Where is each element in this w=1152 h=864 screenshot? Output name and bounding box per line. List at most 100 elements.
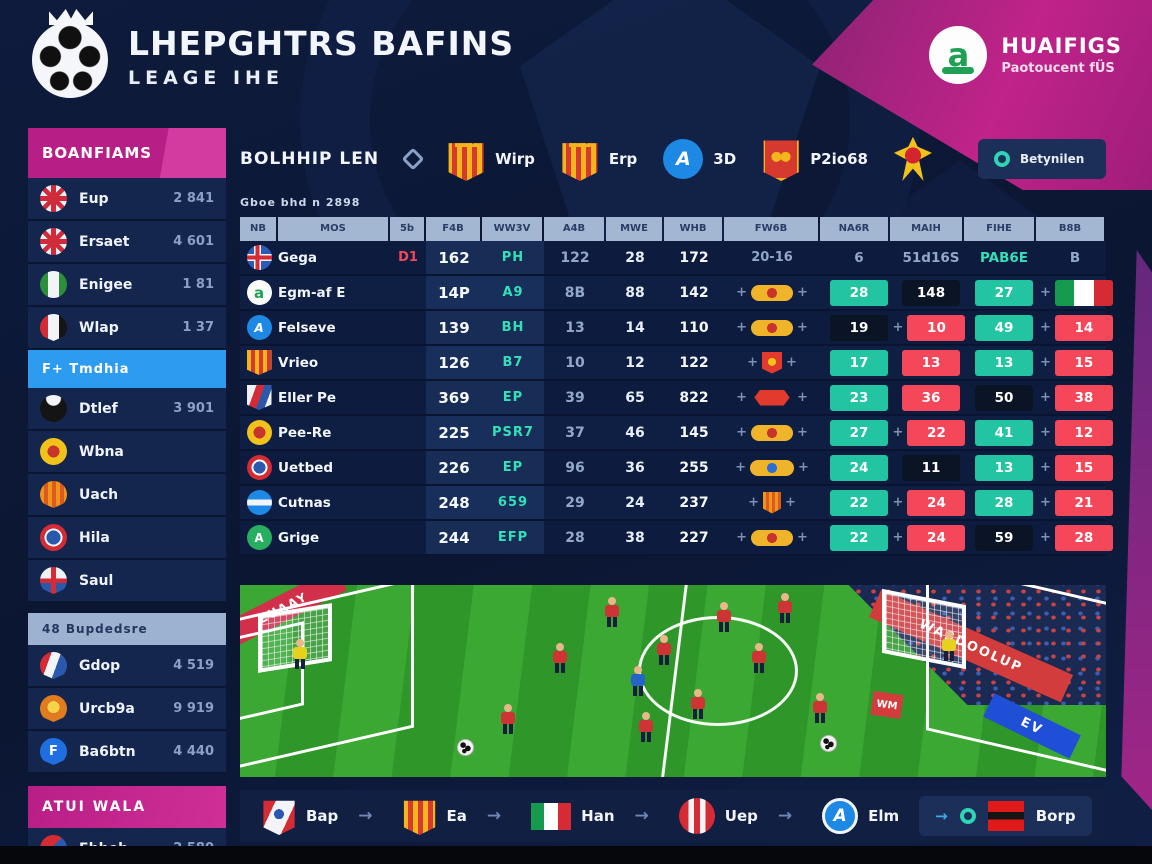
sidebar-item-selected[interactable]: F+ Tmdhia <box>28 350 226 388</box>
topbar-team-filter[interactable]: A 3D <box>663 139 736 179</box>
sidebar-item[interactable]: Saul <box>28 560 226 603</box>
row-points-cell: 369 <box>426 381 482 414</box>
sidebar-item-label: Dtlef <box>79 400 118 417</box>
table-header-cell[interactable]: 5b <box>390 217 424 241</box>
diamond-icon[interactable] <box>401 147 425 171</box>
topbar-team-filter[interactable]: Erp <box>561 137 637 181</box>
bottombar-team[interactable]: Uep <box>678 798 758 834</box>
settings-button-label: Betynilen <box>1020 152 1085 166</box>
points-value: 369 <box>438 388 470 407</box>
bottombar-team[interactable]: Ea <box>403 797 467 835</box>
team-name: Grige <box>278 529 320 546</box>
award-icon <box>763 491 781 514</box>
sidebar-item[interactable]: Dtlef 3 901 <box>28 388 226 431</box>
player-legs <box>502 724 513 735</box>
table-header-cell[interactable]: MOS <box>278 217 388 241</box>
row-box4-cell: + 12 <box>1036 416 1113 449</box>
row-box3-cell: 50 <box>964 381 1036 414</box>
sidebar-item-label: Hila <box>79 529 110 546</box>
table-row[interactable]: A Grige 244 EFP 28 <box>240 521 1113 556</box>
table-header-cell[interactable]: WW3V <box>482 217 542 241</box>
sidebar-item[interactable]: Hila <box>28 517 226 560</box>
bottombar-team[interactable]: → <box>778 797 802 835</box>
row-points-cell: 226 <box>426 451 482 484</box>
sidebar-item-count: 4 519 <box>173 658 214 673</box>
stat-box: 13 <box>975 454 1033 481</box>
next-match-button[interactable]: → Borp <box>919 796 1092 836</box>
sidebar-item[interactable]: Uach <box>28 474 226 517</box>
sidebar-item-label: Wbna <box>79 443 124 460</box>
sidebar-item-label: Urcb9a <box>79 700 135 717</box>
topbar-team-filter[interactable]: Wirp <box>447 137 535 181</box>
bottombar-team-label: Uep <box>724 807 758 825</box>
table-header-cell[interactable]: FW6B <box>724 217 818 241</box>
bottombar-team[interactable]: → <box>487 797 511 835</box>
bottombar-team[interactable]: → <box>358 797 382 835</box>
stat1-value: 13 <box>565 319 585 336</box>
player-head <box>815 692 824 701</box>
row-name-cell: Vrieo <box>278 346 390 379</box>
bottombar-team[interactable]: A Elm <box>822 798 899 834</box>
sidebar-item[interactable]: Ersaet 4 601 <box>28 221 226 264</box>
topbar-team-filter[interactable]: P2io68 <box>762 137 868 181</box>
sidebar-item[interactable]: Enigee 1 81 <box>28 264 226 307</box>
table-row[interactable]: A Felseve 139 BH 13 <box>240 311 1113 346</box>
sidebar-item-label: Wlap <box>79 319 119 336</box>
table-row[interactable]: Gega D1 162 PH 122 28 <box>240 241 1106 276</box>
settings-button[interactable]: Betynilen <box>978 139 1106 179</box>
table-header-cell[interactable]: MAIH <box>890 217 962 241</box>
row-badge-cell <box>240 486 278 519</box>
table-header-cell[interactable]: A4B <box>544 217 604 241</box>
row-box3-cell: 49 <box>964 311 1036 344</box>
row-box1-cell: 28 <box>820 276 890 309</box>
points-value: 225 <box>438 423 470 442</box>
topbar-team-filter[interactable] <box>893 137 942 181</box>
table-header-cell[interactable]: NA6R <box>820 217 888 241</box>
points-value: 162 <box>438 248 470 267</box>
table-row[interactable]: a Egm-af E 14P A9 8B <box>240 276 1113 311</box>
table-header-cell[interactable]: MWE <box>606 217 662 241</box>
sidebar-item[interactable]: F Ba6btn 4 440 <box>28 731 226 774</box>
table-header-cell[interactable]: WHB <box>664 217 722 241</box>
bottombar-team[interactable]: Bap <box>262 797 338 835</box>
player-legs <box>641 731 652 742</box>
row-stat2-cell: 38 <box>606 521 664 554</box>
page-subtitle: LEAGE IHE <box>128 67 284 89</box>
bottombar-team[interactable]: → <box>635 797 659 835</box>
form-code: B7 <box>502 355 524 370</box>
stat-box: 38 <box>1054 384 1113 411</box>
table-row[interactable]: Cutnas 248 659 29 24 <box>240 486 1113 521</box>
stat3-value: 822 <box>679 389 709 406</box>
table-header-cell[interactable]: NB <box>240 217 276 241</box>
table-row[interactable]: Uetbed 226 EP 96 36 <box>240 451 1113 486</box>
stat-box: 24 <box>907 489 966 516</box>
sidebar-item[interactable]: Urcb9a 9 919 <box>28 688 226 731</box>
row-award-cell: + + <box>724 381 820 414</box>
table-header-cell[interactable]: FIHE <box>964 217 1034 241</box>
table-header-cell[interactable]: F4B <box>426 217 480 241</box>
stat-box: 12 <box>1054 419 1113 446</box>
team-badge-icon <box>246 385 272 410</box>
team-badge-icon <box>40 567 67 594</box>
table-header-cell[interactable]: B8B <box>1036 217 1104 241</box>
team-crest-icon <box>403 800 436 835</box>
sidebar-item[interactable]: Gdop 4 519 <box>28 645 226 688</box>
table-row[interactable]: Eller Pe 369 EP 39 65 <box>240 381 1113 416</box>
stat-box: 11 <box>902 454 960 481</box>
sidebar-group-1: Eup 2 841 Ersaet 4 601 Enigee 1 81 <box>28 178 226 350</box>
sidebar-item[interactable]: Wbna <box>28 431 226 474</box>
team-badge-icon <box>246 420 272 445</box>
pitch-view: WA3DOOLUP WM EV ZUAAY <box>240 585 1106 777</box>
sidebar-item[interactable]: Wlap 1 37 <box>28 307 226 350</box>
topbar-team-label: P2io68 <box>810 150 868 168</box>
row-stat3-cell: 172 <box>664 241 724 274</box>
player-shirt <box>942 639 957 652</box>
sidebar-item[interactable]: Eup 2 841 <box>28 178 226 221</box>
stat-box: 13 <box>902 349 960 376</box>
points-value: 14P <box>438 283 470 302</box>
sponsor-block[interactable]: a HUAIFIGS Paotoucent fÜS <box>929 26 1122 84</box>
bottombar-team[interactable]: Han <box>531 802 615 830</box>
stat-box: 24 <box>907 524 966 551</box>
table-row[interactable]: Vrieo 126 B7 10 12 <box>240 346 1113 381</box>
table-row[interactable]: Pee-Re 225 PSR7 37 46 <box>240 416 1113 451</box>
